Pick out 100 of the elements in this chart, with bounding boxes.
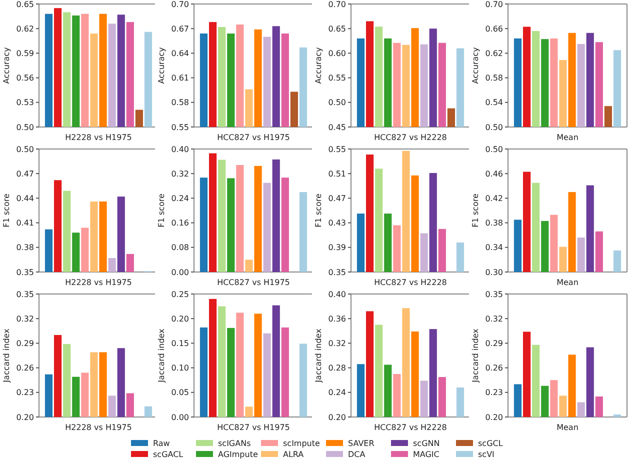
y-tick-label: 0.59: [16, 49, 34, 58]
x-axis-title: HCC827 vs H2228: [374, 423, 447, 432]
bar: [236, 164, 244, 272]
legend-label: scVI: [478, 450, 494, 459]
y-tick-label: 0.70: [328, 0, 346, 9]
legend-label: ALRA: [283, 450, 304, 459]
y-tick-label: 0.28: [328, 364, 346, 373]
y-tick-label: 0.32: [171, 169, 189, 178]
bar: [208, 298, 217, 417]
y-tick-label: 0.32: [16, 314, 34, 324]
y-tick-label: 0.67: [171, 24, 189, 34]
y-tick-label: 0.56: [16, 74, 34, 83]
legend-label: DCA: [348, 450, 366, 459]
x-axis-title: HCC827 vs H2228: [374, 278, 447, 287]
y-tick-label: 0.55: [328, 74, 346, 83]
y-axis-title: F1 score: [471, 194, 480, 228]
y-tick-label: 0.41: [16, 218, 34, 228]
y-tick-label: 0.23: [485, 388, 503, 398]
y-tick-label: 0.65: [328, 24, 346, 34]
x-axis-title: Mean: [556, 278, 578, 287]
y-tick-label: 0.40: [328, 290, 346, 299]
y-tick-label: 0.24: [171, 194, 189, 203]
x-axis-title: Mean: [556, 423, 578, 432]
y-tick-label: 0.10: [171, 364, 189, 373]
y-tick-label: 0.20: [485, 412, 503, 422]
bar: [200, 327, 208, 417]
y-tick-label: 0.47: [16, 169, 34, 178]
y-tick-label: 0.55: [171, 122, 189, 132]
bar: [272, 159, 280, 272]
y-tick-label: 0.53: [16, 98, 34, 108]
y-tick-label: 0.47: [328, 194, 346, 203]
bar: [281, 178, 289, 272]
y-tick-label: 0.35: [328, 268, 346, 277]
bar: [272, 305, 280, 417]
x-axis-title: H2228 vs H1975: [65, 423, 132, 432]
bar: [236, 312, 244, 417]
y-tick-label: 0.45: [328, 122, 346, 132]
y-tick-label: 0.39: [328, 243, 346, 252]
y-tick-label: 0.30: [485, 268, 503, 277]
y-tick-label: 0.70: [171, 0, 189, 9]
legend-label: scImpute: [283, 439, 320, 448]
y-tick-label: 0.70: [485, 0, 503, 9]
y-tick-label: 0.26: [485, 364, 503, 373]
y-axis-title: Jaccard index: [157, 328, 166, 384]
y-axis-title: Accuracy: [314, 46, 323, 84]
x-axis-title: HCC827 vs H1975: [217, 423, 290, 432]
bar: [281, 327, 289, 417]
legend-label: MAGIC: [413, 450, 440, 459]
y-tick-label: 0.65: [16, 0, 34, 9]
y-tick-label: 0.26: [16, 364, 34, 373]
y-tick-label: 0.44: [16, 194, 34, 203]
x-axis-title: H2228 vs H1975: [65, 278, 132, 287]
y-tick-label: 0.05: [171, 388, 189, 398]
bar: [299, 192, 308, 272]
y-tick-label: 0.43: [328, 218, 346, 228]
y-tick-label: 0.24: [328, 388, 346, 398]
bar: [263, 333, 271, 417]
y-tick-label: 0.38: [16, 243, 34, 252]
y-tick-label: 0.35: [16, 290, 34, 299]
y-tick-label: 0.00: [171, 268, 189, 277]
y-tick-label: 0.29: [16, 339, 34, 348]
y-tick-label: 0.62: [485, 49, 503, 58]
x-axis-title: HCC827 vs H2228: [374, 133, 447, 142]
y-tick-label: 0.25: [171, 290, 189, 299]
y-tick-label: 0.20: [16, 412, 34, 422]
y-tick-label: 0.20: [171, 314, 189, 324]
bar: [299, 344, 308, 417]
y-axis-title: F1 score: [314, 194, 323, 228]
y-tick-label: 0.60: [328, 49, 346, 58]
legend-label: Raw: [153, 439, 170, 448]
y-tick-label: 0.16: [171, 218, 189, 228]
y-axis-title: Accuracy: [157, 46, 166, 84]
x-axis-title: HCC827 vs H1975: [217, 278, 290, 287]
x-axis-title: H2228 vs H1975: [65, 133, 132, 142]
bar: [218, 160, 226, 272]
y-tick-label: 0.00: [171, 412, 189, 422]
y-tick-label: 0.54: [485, 98, 503, 108]
x-axis-title: HCC827 vs H1975: [217, 133, 290, 142]
bar: [227, 178, 235, 272]
legend-label: AGImpute: [218, 450, 258, 459]
y-tick-label: 0.58: [485, 74, 503, 83]
bar: [263, 182, 271, 272]
y-tick-label: 0.29: [485, 339, 503, 348]
bar: [254, 314, 262, 417]
y-tick-label: 0.50: [485, 144, 503, 154]
legend-label: scGCL: [478, 439, 504, 448]
x-axis-title: Mean: [556, 133, 578, 142]
y-axis-title: Accuracy: [2, 46, 11, 84]
y-tick-label: 0.34: [485, 243, 503, 252]
y-tick-label: 0.66: [485, 24, 503, 34]
y-tick-label: 0.58: [171, 98, 189, 108]
y-tick-label: 0.38: [485, 218, 503, 228]
legend-label: SAVER: [348, 439, 375, 448]
legend-label: scIGANs: [218, 439, 251, 448]
y-axis-title: F1 score: [157, 194, 166, 228]
y-tick-label: 0.50: [328, 98, 346, 108]
y-axis-title: Accuracy: [471, 46, 480, 84]
y-tick-label: 0.40: [171, 144, 189, 154]
legend-label: scGACL: [153, 450, 184, 459]
y-tick-label: 0.35: [485, 290, 503, 299]
